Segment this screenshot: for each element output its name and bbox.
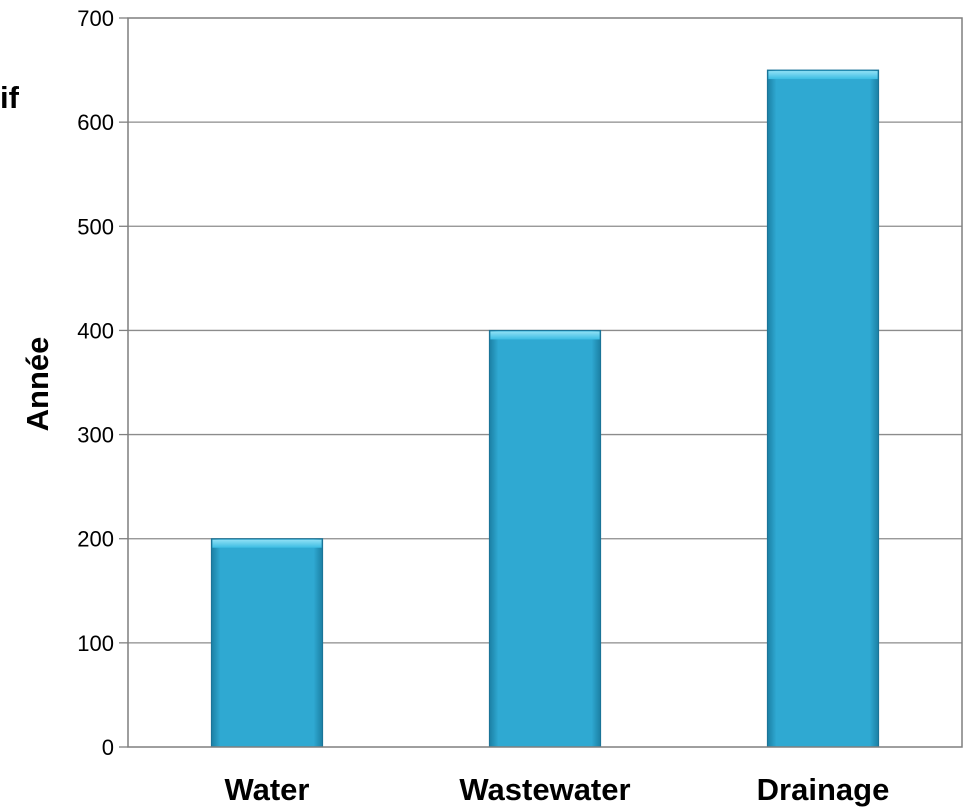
y-tick-labels: 0 100 200 300 400 500 600 700 [77,6,128,760]
y-tick-label: 200 [77,527,114,552]
y-tick-label: 300 [77,423,114,448]
bar-body [210,538,324,748]
y-axis-title: Année [20,337,55,432]
y-tick-label: 0 [102,735,114,760]
bar-top-highlight [768,71,878,80]
bar-body [488,329,602,748]
bar-top-highlight [212,539,322,548]
y-tick-label: 500 [77,214,114,239]
plot-area-frame [127,17,963,748]
bar-water [210,538,324,748]
bar-drainage [766,69,880,748]
y-tick-label: 400 [77,318,114,343]
x-category-label: Wastewater [459,772,630,807]
x-category-labels: Water Wastewater Drainage [225,772,890,807]
y-tick-label: 100 [77,631,114,656]
bar-wastewater [488,329,602,748]
y-tick-label: 600 [77,110,114,135]
x-category-label: Drainage [757,772,890,807]
bar-body [766,69,880,748]
partial-cut-off-text: if [0,80,20,115]
bars [210,69,880,748]
y-tick-label: 700 [77,6,114,31]
x-category-label: Water [225,772,310,807]
bar-top-highlight [490,331,600,340]
